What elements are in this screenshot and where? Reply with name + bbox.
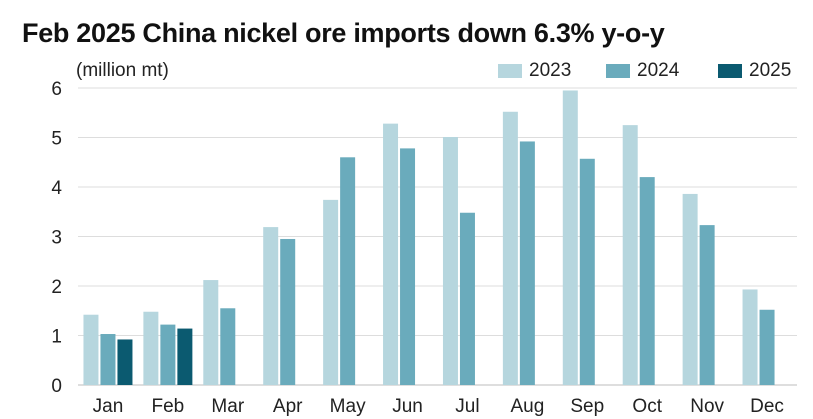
y-tick-label-2: 2 xyxy=(51,277,62,298)
legend-swatch-2023 xyxy=(498,64,522,78)
y-tick-label-0: 0 xyxy=(51,376,62,397)
legend-swatch-2024 xyxy=(606,64,630,78)
bar-2023-nov xyxy=(682,193,698,385)
x-tick-label-dec: Dec xyxy=(750,396,784,417)
x-tick-label-jul: Jul xyxy=(455,396,479,417)
bar-2025-jan xyxy=(117,339,133,385)
chart-title: Feb 2025 China nickel ore imports down 6… xyxy=(22,18,665,48)
bar-2023-oct xyxy=(622,125,638,385)
bar-2023-dec xyxy=(742,289,758,385)
legend-item-2024: 2024 xyxy=(606,60,679,82)
y-tick-label-4: 4 xyxy=(51,178,62,199)
bar-2024-jun xyxy=(400,148,416,385)
x-tick-label-may: May xyxy=(330,396,366,417)
bar-2023-jan xyxy=(83,314,99,385)
y-tick-label-1: 1 xyxy=(51,327,62,348)
bar-2023-jul xyxy=(442,137,458,385)
legend-label-2023: 2023 xyxy=(529,60,572,81)
y-axis-unit-label: (million mt) xyxy=(76,60,169,81)
legend-swatch-2025 xyxy=(718,64,742,78)
bar-2023-apr xyxy=(263,227,279,385)
y-tick-label-3: 3 xyxy=(51,228,62,249)
bar-2023-feb xyxy=(143,311,159,385)
bar-2025-feb xyxy=(177,328,193,385)
bar-2023-sep xyxy=(562,90,578,385)
x-tick-label-jan: Jan xyxy=(93,396,124,417)
x-tick-label-apr: Apr xyxy=(273,396,303,417)
bar-2024-apr xyxy=(280,238,296,385)
bar-2024-mar xyxy=(220,308,236,385)
bar-2024-may xyxy=(340,157,356,385)
bar-2024-sep xyxy=(579,158,595,385)
bar-2024-nov xyxy=(699,225,715,385)
x-tick-label-jun: Jun xyxy=(392,396,423,417)
bar-2023-jun xyxy=(383,123,399,385)
bar-2023-may xyxy=(323,199,339,385)
y-tick-label-6: 6 xyxy=(51,79,62,100)
bar-2023-aug xyxy=(502,111,518,385)
bar-2024-feb xyxy=(160,324,176,385)
bar-2024-jul xyxy=(459,212,475,385)
x-tick-label-mar: Mar xyxy=(211,396,244,417)
bar-2024-jan xyxy=(100,334,116,385)
legend-item-2023: 2023 xyxy=(498,60,571,82)
x-tick-label-oct: Oct xyxy=(632,396,662,417)
x-tick-label-nov: Nov xyxy=(690,396,724,417)
legend-item-2025: 2025 xyxy=(718,60,791,82)
bar-2023-mar xyxy=(203,280,219,385)
bar-2024-aug xyxy=(519,141,535,385)
x-tick-label-feb: Feb xyxy=(152,396,185,417)
legend-label-2025: 2025 xyxy=(749,60,792,81)
bar-2024-oct xyxy=(639,177,655,385)
y-tick-label-5: 5 xyxy=(51,129,62,150)
legend-label-2024: 2024 xyxy=(637,60,680,81)
x-tick-label-aug: Aug xyxy=(510,396,544,417)
x-tick-label-sep: Sep xyxy=(570,396,604,417)
bar-2024-dec xyxy=(759,309,775,385)
